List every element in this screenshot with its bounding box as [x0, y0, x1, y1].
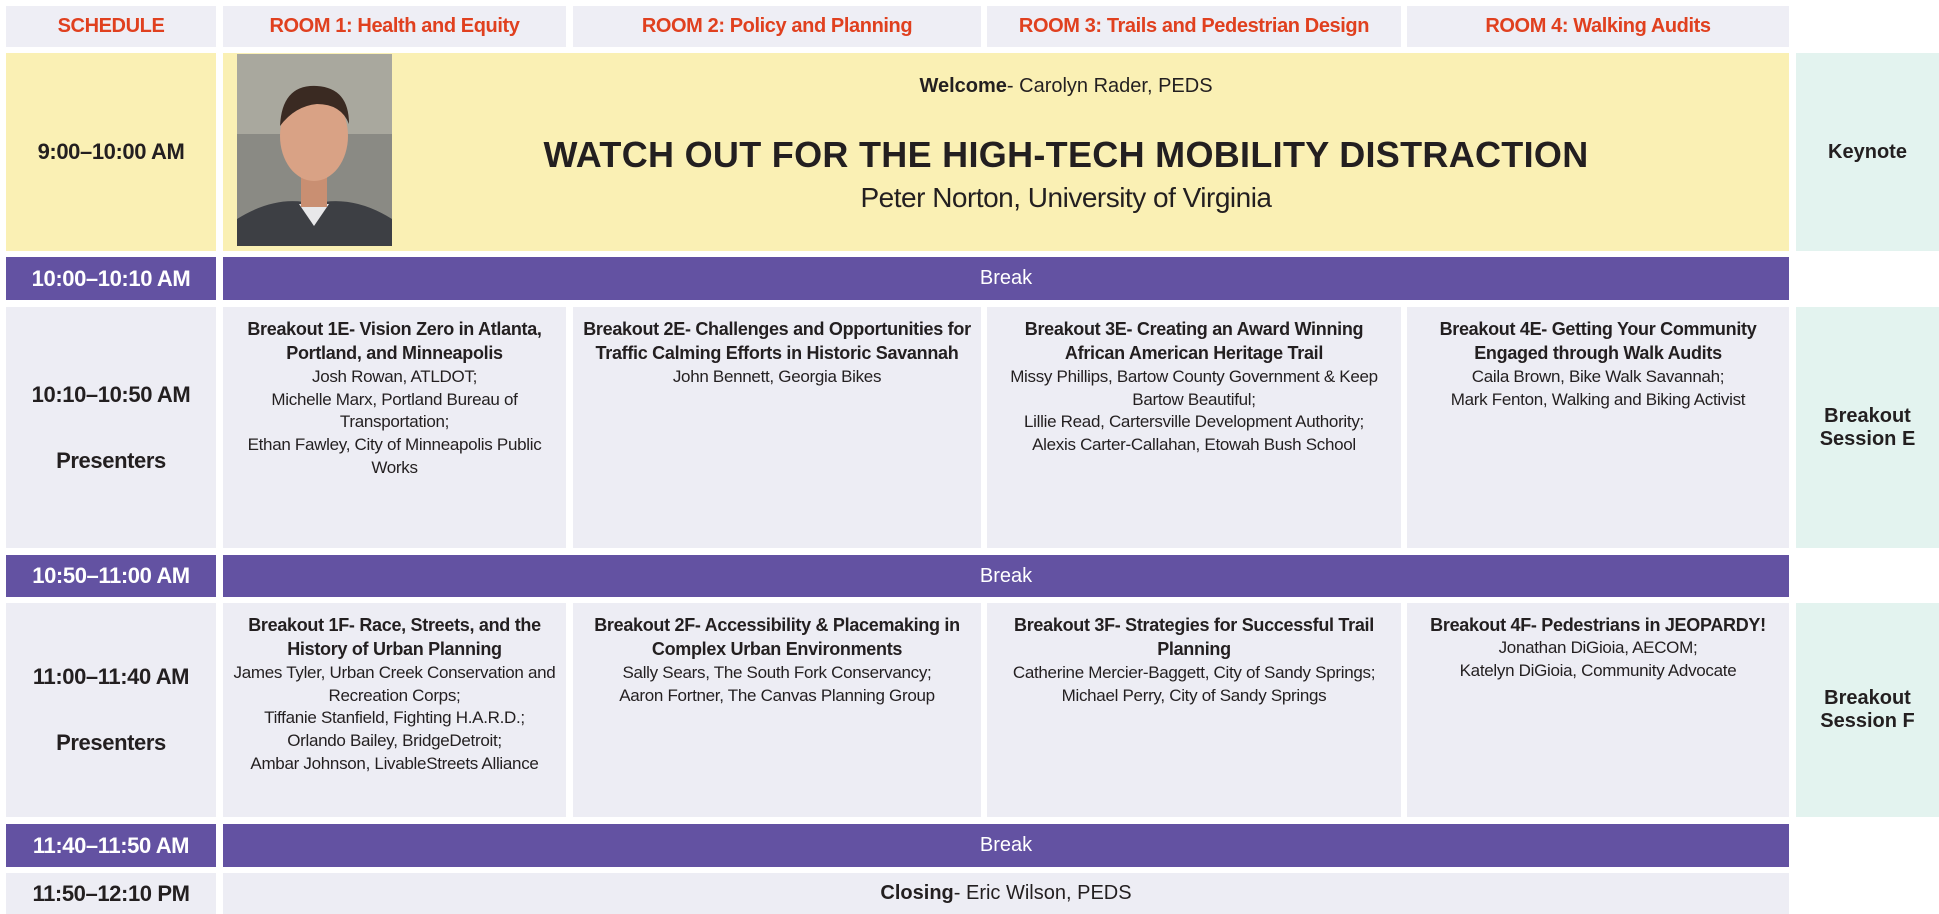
break-bar: Break — [223, 824, 1789, 867]
talk-title: Breakout 4E- Getting Your Community Enga… — [1439, 319, 1757, 364]
closing-label: Closing — [880, 882, 954, 904]
side-label: Breakout Session F — [1796, 603, 1939, 817]
talk-cell: Breakout 4F- Pedestrians in JEOPARDY! Jon… — [1407, 603, 1789, 817]
presenter: John Bennett, Georgia Bikes — [672, 366, 882, 386]
column-header: SCHEDULE — [6, 6, 216, 47]
talk-title: Breakout 1F- Race, Streets, and the Hist… — [248, 615, 541, 660]
time-cell: 10:50–11:00 AM — [6, 555, 216, 597]
presenter: Ethan Fawley, City of Minneapolis Public… — [247, 435, 542, 478]
presenter: Katelyn DiGioia, Community Advocate — [1459, 661, 1737, 681]
welcome-text: - Carolyn Rader, PEDS — [1006, 75, 1213, 97]
session-role: Presenters — [56, 730, 166, 755]
break-bar: Break — [223, 257, 1789, 300]
keynote-speaker: Peter Norton, University of Virginia — [860, 182, 1273, 213]
talk-cell: Breakout 4E- Getting Your Community Enga… — [1407, 307, 1789, 548]
time-cell: 10:00–10:10 AM — [6, 257, 216, 300]
side-label: Keynote — [1796, 53, 1939, 251]
time-cell: 11:00–11:40 AM Presenters — [6, 603, 216, 817]
talk-title: Breakout 3F- Strategies for Successful T… — [1014, 615, 1374, 660]
session-role: Presenters — [56, 447, 166, 473]
talk-cell: Breakout 2F- Accessibility & Placemaking… — [573, 603, 981, 817]
presenter: Michelle Marx, Portland Bureau of Transp… — [271, 389, 518, 432]
keynote-title: WATCH OUT FOR THE HIGH-TECH MOBILITY DIS… — [543, 134, 1589, 175]
time-cell: 9:00–10:00 AM — [6, 53, 216, 251]
session-time: 10:10–10:50 AM — [31, 381, 191, 407]
presenter: Ambar Johnson, LivableStreets Alliance — [250, 754, 539, 774]
talk-cell: Breakout 1E- Vision Zero in Atlanta, Por… — [223, 307, 566, 548]
presenter: Lillie Read, Cartersville Development Au… — [1024, 412, 1364, 432]
presenter: Catherine Mercier-Baggett, City of Sandy… — [1012, 662, 1376, 682]
talk-cell: Breakout 3F- Strategies for Successful T… — [987, 603, 1401, 817]
presenter: Alexis Carter-Callahan, Etowah Bush Scho… — [1032, 435, 1356, 455]
presenter: James Tyler, Urban Creek Conservation an… — [233, 662, 556, 705]
welcome-label: Welcome — [919, 75, 1007, 97]
presenter: Missy Phillips, Bartow County Government… — [1010, 366, 1378, 409]
talk-cell: Breakout 2E- Challenges and Opportunitie… — [573, 307, 981, 548]
closing-text: - Eric Wilson, PEDS — [953, 882, 1132, 904]
closing-cell: Closing - Eric Wilson, PEDS — [223, 873, 1789, 914]
presenter: Sally Sears, The South Fork Conservancy; — [622, 662, 932, 682]
talk-title: Breakout 4F- Pedestrians in JEOPARDY! — [1430, 615, 1766, 635]
column-header: ROOM 2: Policy and Planning — [573, 6, 981, 47]
presenter: Mark Fenton, Walking and Biking Activist — [1450, 389, 1746, 409]
speaker-photo — [237, 54, 392, 246]
talk-cell: Breakout 3E- Creating an Award Winning A… — [987, 307, 1401, 548]
keynote-cell: Welcome- Carolyn Rader, PEDS WATCH OUT FO… — [223, 53, 1789, 251]
talk-title: Breakout 3E- Creating an Award Winning A… — [1024, 319, 1364, 364]
session-time: 11:00–11:40 AM — [32, 664, 190, 689]
presenter: Orlando Bailey, BridgeDetroit; — [287, 731, 502, 751]
time-cell: 10:10–10:50 AM Presenters — [6, 307, 216, 548]
welcome-line: Welcome- Carolyn Rader, PEDS — [919, 75, 1212, 98]
presenter: Jonathan DiGioia, AECOM; — [1498, 638, 1698, 658]
time-cell: 11:50–12:10 PM — [6, 873, 216, 914]
column-header: ROOM 4: Walking Audits — [1407, 6, 1789, 47]
column-header: ROOM 1: Health and Equity — [223, 6, 566, 47]
presenter: Josh Rowan, ATLDOT; — [312, 366, 477, 386]
column-header: ROOM 3: Trails and Pedestrian Design — [987, 6, 1401, 47]
time-cell: 11:40–11:50 AM — [6, 824, 216, 867]
talk-title: Breakout 2E- Challenges and Opportunitie… — [583, 319, 971, 364]
side-label: Breakout Session E — [1796, 307, 1939, 548]
talk-title: Breakout 2F- Accessibility & Placemaking… — [594, 615, 960, 660]
presenter: Michael Perry, City of Sandy Springs — [1061, 685, 1327, 705]
talk-cell: Breakout 1F- Race, Streets, and the Hist… — [223, 603, 566, 817]
break-bar: Break — [223, 555, 1789, 597]
presenter: Tiffanie Stanfield, Fighting H.A.R.D.; — [264, 708, 525, 728]
talk-title: Breakout 1E- Vision Zero in Atlanta, Por… — [247, 319, 542, 364]
presenter: Caila Brown, Bike Walk Savannah; — [1471, 366, 1725, 386]
presenter: Aaron Fortner, The Canvas Planning Group — [619, 685, 935, 705]
